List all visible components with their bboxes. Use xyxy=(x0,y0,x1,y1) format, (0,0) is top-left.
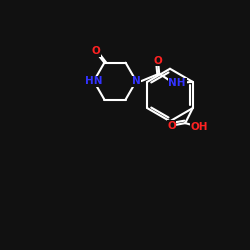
Text: N: N xyxy=(132,76,140,86)
Text: O: O xyxy=(154,56,162,66)
Text: O: O xyxy=(91,46,100,56)
Text: O: O xyxy=(167,121,176,130)
Text: NH: NH xyxy=(168,78,186,88)
Text: OH: OH xyxy=(190,122,208,132)
Text: HN: HN xyxy=(85,76,102,86)
